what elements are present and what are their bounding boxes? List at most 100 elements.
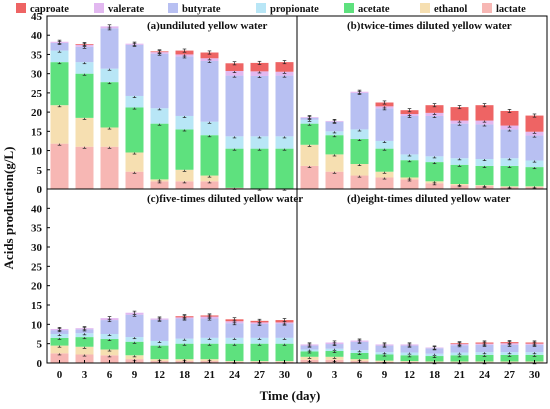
bar-segment-propionate-day-21	[200, 337, 219, 344]
bar-segment-caproate-day-21	[200, 52, 219, 59]
bar-segment-acetate-day-0	[50, 337, 69, 346]
legend-label-propionate: propionate	[270, 4, 319, 15]
y-tick-label-45: 45	[31, 11, 43, 23]
bar-segment-butyrate-day-24	[475, 124, 494, 160]
bar-segment-lactate-day-0	[300, 165, 319, 189]
x-tick-label-27: 27	[504, 369, 516, 381]
bar-segment-butyrate-day-12	[150, 319, 169, 341]
bar-segment-butyrate-day-9	[375, 345, 394, 353]
chart-panel-3: 0 3 6 9 12 18 21 24 27 30 0 5 10 15 20 25 30 35 40 (c)five-…	[31, 188, 303, 381]
bar-segment-lactate-day-21	[200, 181, 219, 189]
x-tick-label-24: 24	[229, 369, 241, 381]
bar-segment-propionate-day-27	[250, 337, 269, 344]
y-tick-label-40: 40	[31, 203, 43, 215]
bar-segment-butyrate-day-9	[375, 108, 394, 141]
bar-segment-acetate-day-9	[125, 341, 144, 356]
bar-segment-propionate-day-6	[350, 129, 369, 140]
bar-segment-butyrate-day-24	[225, 323, 244, 338]
bar-segment-butyrate-day-21	[200, 318, 219, 338]
legend-label-valerate: valerate	[108, 4, 144, 15]
bar-segment-propionate-day-27	[250, 136, 269, 149]
bar-segment-ethanol-day-3	[325, 154, 344, 172]
legend-label-lactate: lactate	[496, 4, 526, 15]
y-tick-label-30: 30	[31, 242, 43, 254]
bar-segment-butyrate-day-6	[100, 28, 119, 69]
bar-segment-acetate-day-12	[150, 123, 169, 180]
y-tick-label-20: 20	[31, 107, 43, 119]
bar-segment-acetate-day-24	[475, 354, 494, 362]
bar-segment-acetate-day-24	[225, 343, 244, 362]
bar-segment-caproate-day-27	[500, 110, 519, 126]
legend-label-ethanol: ethanol	[434, 4, 467, 15]
legend-label-acetate: acetate	[358, 4, 390, 15]
bar-segment-propionate-day-0	[50, 50, 69, 63]
y-tick-label-35: 35	[31, 49, 43, 61]
bar-segment-propionate-day-30	[275, 337, 294, 344]
bar-segment-acetate-day-27	[250, 148, 269, 189]
bar-segment-acetate-day-21	[200, 343, 219, 360]
bar-segment-acetate-day-9	[125, 107, 144, 153]
bar-segment-lactate-day-3	[325, 171, 344, 189]
bar-segment-acetate-day-9	[375, 148, 394, 172]
bar-segment-propionate-day-27	[500, 158, 519, 166]
bar-segment-lactate-day-3	[75, 354, 94, 363]
bar-segment-propionate-day-18	[175, 115, 194, 130]
x-tick-label-3: 3	[332, 369, 338, 381]
y-tick-label-5: 5	[37, 165, 43, 177]
bar-segment-butyrate-day-30	[525, 135, 544, 161]
y-tick-label-25: 25	[31, 261, 43, 273]
bar-segment-lactate-day-9	[375, 177, 394, 189]
bar-segment-acetate-day-27	[500, 354, 519, 362]
bar-segment-acetate-day-30	[275, 148, 294, 189]
bar-segment-propionate-day-9	[125, 337, 144, 342]
bar-segment-butyrate-day-30	[525, 344, 544, 353]
bar-segment-ethanol-day-0	[50, 105, 69, 144]
bar-segment-butyrate-day-3	[325, 344, 344, 349]
x-tick-label-18: 18	[179, 369, 191, 381]
bar-segment-butyrate-day-0	[50, 42, 69, 51]
bar-segment-ethanol-day-0	[300, 144, 319, 166]
bar-segment-ethanol-day-6	[100, 349, 119, 356]
x-tick-label-6: 6	[107, 369, 113, 381]
x-tick-label-6: 6	[357, 369, 363, 381]
bar-segment-caproate-day-24	[225, 63, 244, 71]
x-tick-label-0: 0	[57, 369, 63, 381]
bar-segment-butyrate-day-21	[450, 345, 469, 353]
bar-segment-propionate-day-21	[450, 158, 469, 165]
bar-segment-acetate-day-0	[50, 62, 69, 106]
y-tick-label-20: 20	[31, 281, 43, 293]
bar-segment-butyrate-day-30	[275, 75, 294, 137]
x-tick-label-0: 0	[307, 369, 313, 381]
bar-segment-lactate-day-6	[100, 355, 119, 363]
bar-segment-acetate-day-30	[275, 343, 294, 362]
bar-segment-valerate-day-24	[225, 70, 244, 76]
bar-segment-propionate-day-24	[225, 136, 244, 149]
bar-segment-caproate-day-30	[275, 62, 294, 72]
x-tick-label-21: 21	[204, 369, 215, 381]
bar-segment-ethanol-day-6	[350, 164, 369, 176]
bar-segment-lactate-day-0	[50, 143, 69, 189]
bar-segment-acetate-day-30	[525, 354, 544, 362]
bar-segment-lactate-day-6	[350, 175, 369, 189]
bar-segment-lactate-day-12	[400, 179, 419, 189]
bar-segment-acetate-day-6	[350, 139, 369, 165]
bar-segment-ethanol-day-0	[50, 345, 69, 354]
bar-segment-acetate-day-9	[375, 354, 394, 361]
bar-segment-acetate-day-18	[175, 129, 194, 170]
chart-panel-1: 0 5 10 15 20 25 30 35 40 45 (a)undiluted yellow wa…	[31, 11, 298, 196]
bar-segment-butyrate-day-27	[500, 129, 519, 159]
bar-segment-lactate-day-0	[50, 353, 69, 363]
y-tick-label-30: 30	[31, 69, 43, 81]
bar-segment-butyrate-day-6	[100, 320, 119, 334]
y-tick-label-15: 15	[31, 126, 43, 138]
bar-segment-acetate-day-3	[325, 135, 344, 155]
bar-segment-butyrate-day-24	[475, 344, 494, 353]
bar-segment-butyrate-day-24	[225, 75, 244, 137]
chart-panel-4: 0 3 6 9 12 18 21 24 27 30 (d)eight-times diluted y…	[296, 188, 548, 381]
legend-swatch-ethanol	[420, 3, 430, 13]
bar-segment-propionate-day-12	[150, 340, 169, 346]
bar-segment-butyrate-day-27	[250, 323, 269, 338]
panel-title-4: (d)eight-times diluted yellow water	[347, 193, 511, 205]
legend-swatch-propionate	[256, 3, 266, 13]
